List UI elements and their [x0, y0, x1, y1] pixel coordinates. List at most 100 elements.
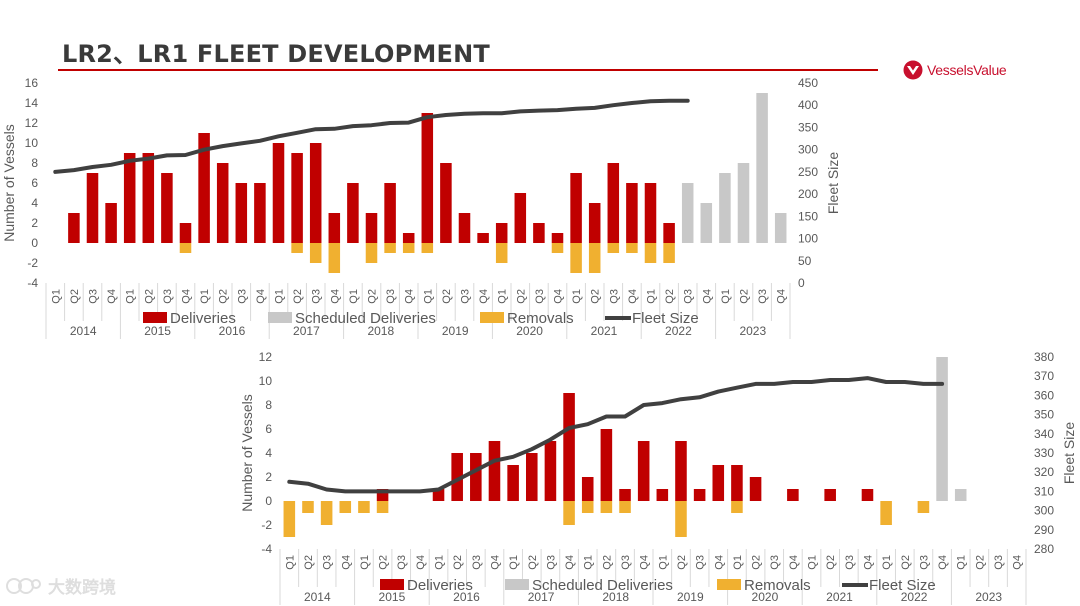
lr1-y-tick-label: 8 — [265, 398, 272, 412]
lr2-delivery-bar — [309, 143, 322, 243]
lr2-quarter-label: Q2 — [590, 289, 602, 304]
lr1-removal-bar — [581, 501, 594, 513]
lr2-delivery-bar — [105, 203, 117, 243]
lr2-delivery-bar — [477, 233, 489, 243]
lr2-y2-tick-label: 250 — [798, 165, 818, 179]
lr1-quarter-label: Q2 — [676, 555, 688, 570]
lr2-y-tick-label: 8 — [31, 156, 38, 170]
lr2-quarter-label: Q3 — [311, 289, 323, 304]
lr1-removal-bar — [339, 501, 352, 513]
lr1-year-label: 2015 — [379, 590, 406, 604]
lr2-y-tick-label: 6 — [31, 176, 38, 190]
lr2-y-tick-label: -2 — [27, 256, 38, 270]
lr1-y2-tick-label: 310 — [1034, 484, 1054, 498]
lr1-delivery-bar — [488, 441, 501, 501]
page-title: LR2、LR1 FLEET DEVELOPMENT — [62, 40, 490, 68]
lr2-quarter-label: Q4 — [478, 289, 490, 304]
lr2-year-label: 2016 — [219, 324, 246, 338]
lr2-scheduled-bar — [700, 203, 713, 243]
lr2-quarter-label: Q2 — [367, 289, 379, 304]
lr1-fleet-size-line — [287, 376, 945, 494]
lr1-legend-label: Fleet Size — [869, 577, 936, 594]
lr2-delivery-bar — [216, 163, 229, 243]
lr1-delivery-bar — [861, 489, 874, 501]
lr1-quarter-label: Q4 — [713, 555, 725, 570]
lr1-delivery-bar — [731, 465, 743, 501]
lr2-quarter-label: Q4 — [776, 289, 788, 304]
lr2-quarter-label: Q2 — [664, 289, 676, 304]
lr2-quarter-label: Q1 — [348, 289, 360, 304]
lr2-legend-swatch — [268, 312, 292, 323]
lr2-quarter-label: Q1 — [125, 289, 137, 304]
lr1-delivery-bar — [712, 465, 725, 501]
lr1-quarter-label: Q4 — [340, 555, 352, 570]
lr2-legend-swatch — [480, 312, 504, 323]
lr2-delivery-bar — [254, 183, 266, 243]
lr2-legend-label: Scheduled Deliveries — [295, 310, 436, 327]
lr1-delivery-bar — [376, 489, 389, 501]
lr2-scheduled-bar — [774, 213, 787, 243]
lr1-y-tick-label: 12 — [259, 350, 273, 364]
lr2-quarter-label: Q4 — [701, 289, 713, 304]
lr1-y2-axis-title: Fleet Size — [1061, 422, 1077, 484]
lr2-delivery-bar — [365, 213, 378, 243]
lr1-quarter-label: Q2 — [974, 555, 986, 570]
lr1-quarter-label: Q3 — [695, 555, 707, 570]
lr1-quarter-label: Q1 — [732, 555, 744, 570]
lr2-removal-bar — [570, 243, 582, 273]
brand-name: VesselsValue — [927, 62, 1007, 78]
lr2-y2-tick-label: 150 — [798, 209, 818, 223]
lr2-removal-bar — [421, 243, 434, 253]
lr2-removal-bar — [626, 243, 638, 253]
lr1-y2-tick-label: 330 — [1034, 446, 1054, 460]
lr1-quarter-label: Q3 — [471, 555, 483, 570]
lr2-removal-bar — [291, 243, 303, 253]
lr1-year-label: 2014 — [304, 590, 331, 604]
lr2-legend-label: Deliveries — [170, 310, 236, 327]
lr2-y2-tick-label: 450 — [798, 76, 818, 90]
lr1-delivery-bar — [824, 489, 836, 501]
lr1-quarter-label: Q1 — [359, 555, 371, 570]
lr2-quarter-label: Q3 — [608, 289, 620, 304]
lr1-y-tick-label: -4 — [261, 542, 272, 556]
lr2-delivery-bar — [68, 213, 80, 243]
lr1-year-label: 2021 — [826, 590, 853, 604]
lr2-y2-tick-label: 100 — [798, 232, 818, 246]
lr1-delivery-bar — [581, 477, 594, 501]
lr2-delivery-bar — [161, 173, 173, 243]
lr1-quarter-label: Q2 — [378, 555, 390, 570]
lr1-removal-bar — [376, 501, 389, 513]
lr2-removal-bar — [309, 243, 322, 263]
lr2-y-tick-label: 14 — [25, 96, 39, 110]
lr2-removal-bar — [607, 243, 620, 253]
lr1-removal-bar — [880, 501, 892, 525]
lr2-year-label: 2018 — [367, 324, 394, 338]
lr1-delivery-bar — [749, 477, 762, 501]
lr1-quarter-label: Q4 — [1012, 555, 1024, 570]
lr2-removal-bar — [402, 243, 415, 253]
lr1-year-label: 2022 — [901, 590, 928, 604]
lr2-quarter-label: Q2 — [69, 289, 81, 304]
lr2-quarter-label: Q1 — [720, 289, 732, 304]
lr1-y-axis-title: Number of Vessels — [239, 394, 255, 512]
lr2-year-label: 2019 — [442, 324, 469, 338]
lr1-delivery-bar — [544, 441, 557, 501]
lr2-quarter-label: Q1 — [50, 289, 62, 304]
lr2-removal-bar — [588, 243, 601, 273]
lr1-quarter-label: Q2 — [825, 555, 837, 570]
lr1-quarter-label: Q4 — [489, 555, 501, 570]
lr2-quarter-label: Q3 — [683, 289, 695, 304]
lr1-delivery-bar — [451, 453, 463, 501]
lr1-y2-tick-label: 280 — [1034, 542, 1054, 556]
lr2-y2-tick-label: 300 — [798, 143, 818, 157]
lr1-quarter-label: Q1 — [434, 555, 446, 570]
lr1-scheduled-bar — [954, 489, 967, 501]
lr2-y2-axis-title: Fleet Size — [825, 152, 841, 214]
lr2-delivery-bar — [533, 223, 545, 243]
watermark: 大数跨境 — [6, 573, 116, 598]
lr2-delivery-bar — [328, 213, 341, 243]
lr1-delivery-bar — [619, 489, 631, 501]
lr1-quarter-label: Q1 — [284, 555, 296, 570]
lr1-delivery-bar — [563, 393, 575, 501]
